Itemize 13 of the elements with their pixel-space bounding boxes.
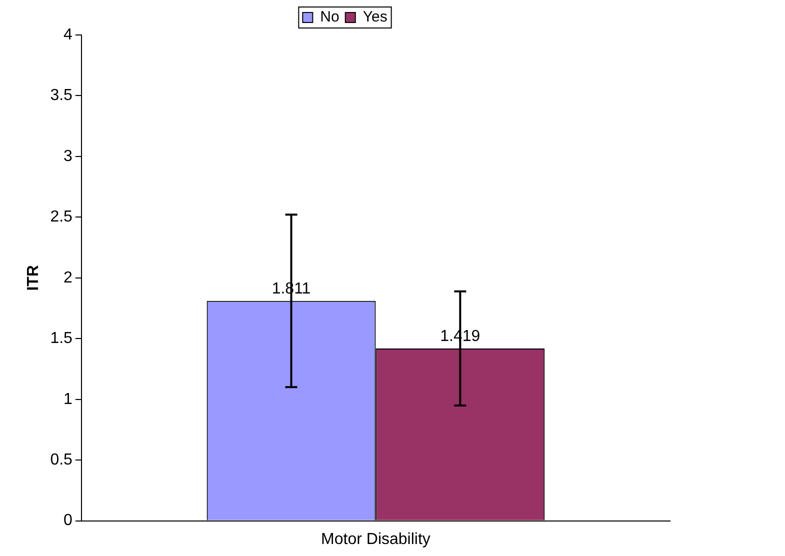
y-tick-label: 2.5 <box>50 208 73 226</box>
y-axis-title: ITR <box>25 264 42 291</box>
y-tick-label: 1 <box>64 390 73 408</box>
y-tick-label: 4 <box>64 26 73 44</box>
x-tick-label: Motor Disability <box>321 530 430 548</box>
y-tick-label: 0.5 <box>50 451 73 468</box>
y-tick-label: 1.5 <box>50 330 73 348</box>
legend-label: Yes <box>362 8 388 26</box>
y-tick-label: 3 <box>64 148 73 165</box>
legend-label: No <box>320 8 340 26</box>
y-tick-label: 2 <box>64 269 73 286</box>
y-tick-label: 3.5 <box>50 87 73 104</box>
y-tick-label: 0 <box>64 512 73 530</box>
